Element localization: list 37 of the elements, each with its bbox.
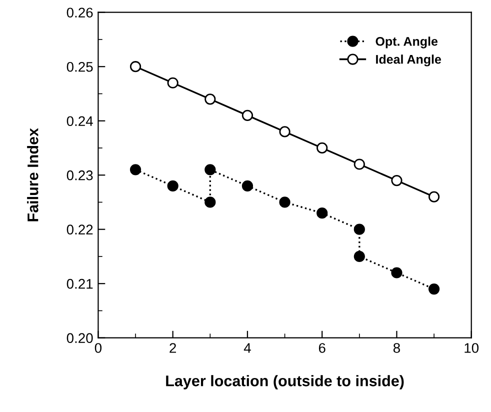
y-tick-label: 0.22 <box>66 224 93 235</box>
point <box>279 126 290 138</box>
point <box>391 174 402 186</box>
point <box>316 208 328 219</box>
x-tick-label: 0 <box>94 343 102 353</box>
x-tick-label: 2 <box>170 343 176 353</box>
point <box>204 196 216 208</box>
y-tick-label: 0.25 <box>66 62 93 72</box>
y-tick-label: 0.21 <box>66 278 93 289</box>
point <box>316 142 328 154</box>
x-tick-label: 10 <box>464 343 479 353</box>
x-tick-label: 8 <box>393 343 400 353</box>
point <box>391 267 402 278</box>
point <box>428 283 440 295</box>
point <box>354 224 365 235</box>
x-tick-label: 6 <box>318 343 326 353</box>
point <box>130 164 142 176</box>
y-tick-label: 0.23 <box>66 170 93 180</box>
point <box>354 250 365 262</box>
point <box>242 110 254 121</box>
point <box>204 164 216 176</box>
point <box>130 61 142 72</box>
point <box>428 191 440 202</box>
y-axis-title: Failure Index <box>27 128 38 222</box>
legend-label: Ideal Angle <box>376 54 442 66</box>
point <box>279 196 290 208</box>
point <box>242 180 254 192</box>
legend-label: Opt. Angle <box>376 36 438 48</box>
point <box>167 180 178 192</box>
y-tick-label: 0.26 <box>66 8 93 18</box>
point <box>354 158 365 170</box>
point <box>167 77 178 88</box>
point <box>204 94 216 105</box>
y-tick-label: 0.24 <box>66 116 93 126</box>
x-axis-title: Layer location (outside to inside) <box>166 375 404 390</box>
x-tick-label: 4 <box>244 343 251 353</box>
y-tick-label: 0.20 <box>66 333 93 344</box>
